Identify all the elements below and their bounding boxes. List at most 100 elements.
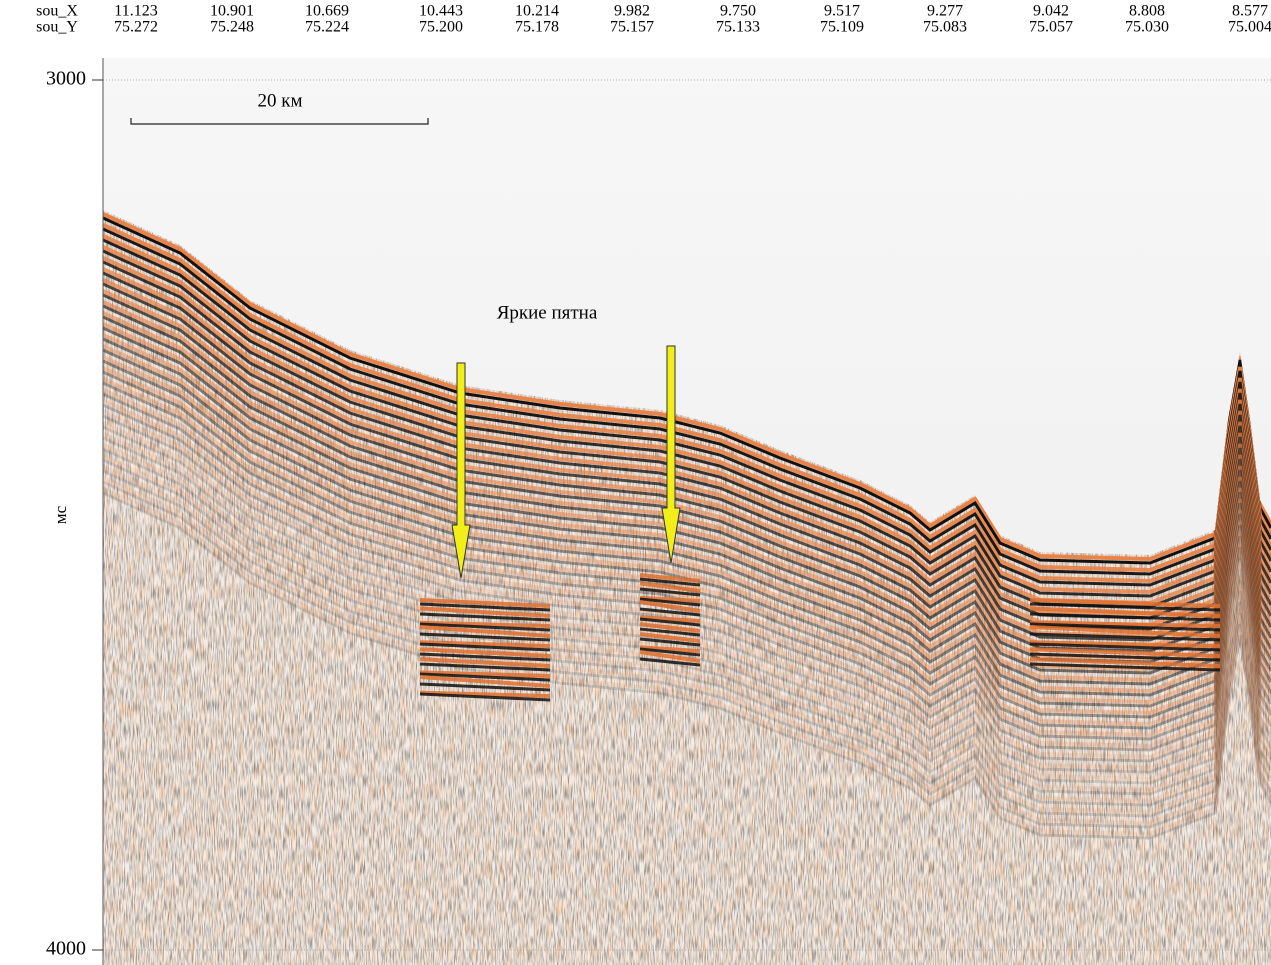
coordinate-label: 75.157 (610, 19, 654, 36)
reflector (103, 436, 1271, 785)
bright-spot (419, 647, 551, 658)
coordinate-label: 75.224 (305, 19, 349, 36)
reflector (103, 491, 1271, 840)
bright-spot (419, 690, 551, 698)
coordinate-label: 10.443 (419, 3, 463, 20)
coordinate-label: 75.248 (210, 19, 254, 36)
coordinate-label: 75.109 (820, 19, 864, 36)
bright-spot (1029, 620, 1221, 628)
bright-spot (419, 670, 551, 678)
coordinate-label: 75.030 (1125, 19, 1169, 36)
reflector (103, 476, 1271, 826)
bright-spot (419, 675, 551, 688)
bright-spot (419, 672, 551, 682)
bright-spot (639, 622, 701, 633)
bright-spot (639, 632, 701, 643)
reflector (103, 414, 1271, 763)
bright-spot (639, 645, 701, 653)
bright-spot (419, 692, 551, 702)
bright-spot (639, 637, 701, 647)
reflector (103, 399, 1271, 749)
bright-spot (639, 615, 701, 623)
coordinate-label: 75.057 (1029, 19, 1073, 36)
bright-spot (419, 606, 551, 618)
coordinate-label: 10.901 (210, 3, 254, 20)
bright-spot (1029, 642, 1221, 652)
reflector (103, 410, 1271, 760)
reflector (103, 359, 1271, 708)
bright-spot (639, 600, 701, 613)
row-label: sou_Y (36, 19, 78, 36)
reflector (103, 458, 1271, 807)
reflector (103, 337, 1271, 686)
bright-spot (639, 617, 701, 627)
bright-spot (419, 652, 551, 662)
bright-spot (419, 657, 551, 668)
scale-label: 20 км (257, 90, 302, 111)
bright-spot (419, 598, 551, 608)
bright-spot (1029, 598, 1221, 608)
coordinate-label: 9.750 (720, 3, 756, 20)
bright-spot (639, 647, 701, 657)
coordinate-label: 75.004 (1228, 19, 1271, 36)
coordinate-label: 10.669 (305, 3, 349, 20)
y-tick-label: 4000 (46, 938, 86, 960)
bright-spot (419, 662, 551, 672)
coordinate-label: 8.577 (1232, 3, 1268, 20)
bright-spot (639, 595, 701, 603)
bright-spot (419, 620, 551, 628)
seismic-section (103, 58, 1271, 965)
reflector (103, 421, 1271, 771)
bright-spot (1029, 625, 1221, 638)
reflector (103, 454, 1271, 804)
bright-spot (639, 650, 701, 663)
coordinate-label: 10.214 (515, 3, 559, 20)
coordinate-label: 9.277 (927, 3, 963, 20)
coordinate-label: 75.083 (923, 19, 967, 36)
bright-spot (1029, 606, 1221, 618)
reflector (103, 425, 1271, 774)
reflector (103, 388, 1271, 738)
reflector (103, 355, 1271, 705)
bright-spot (419, 642, 551, 652)
reflector (103, 480, 1271, 829)
bright-spot (1029, 652, 1221, 662)
reflector (103, 392, 1271, 741)
reflector (103, 370, 1271, 719)
coordinate-label: 75.133 (716, 19, 760, 36)
bright-spot (639, 573, 701, 583)
reflector (103, 366, 1271, 716)
bright-spot (419, 612, 551, 622)
bright-spot (419, 602, 551, 612)
coordinate-label: 75.200 (419, 19, 463, 36)
bright-spot (419, 640, 551, 648)
reflector (103, 443, 1271, 793)
bright-spot (1029, 657, 1221, 668)
coordinate-label: 9.042 (1033, 3, 1069, 20)
bright-spot (419, 625, 551, 638)
bright-spot (1029, 602, 1221, 612)
y-tick-label: 3000 (46, 68, 86, 90)
bright-spot (639, 577, 701, 587)
arrows (451, 345, 681, 579)
bright-spot (639, 627, 701, 637)
reflector (103, 377, 1271, 727)
scale-bar: 20 км (130, 90, 429, 125)
reflector (103, 344, 1271, 694)
bright-spot (639, 607, 701, 617)
coordinate-label: 75.272 (114, 19, 158, 36)
bright-spot (1029, 647, 1221, 658)
reflector (103, 403, 1271, 752)
bright-spot (1029, 632, 1221, 642)
coordinate-label: 9.982 (614, 3, 650, 20)
reflector (103, 465, 1271, 815)
reflector (103, 487, 1271, 837)
bright-spot (639, 657, 701, 667)
reflector (103, 432, 1271, 782)
bright-spot (419, 632, 551, 642)
row-label: sou_X (36, 3, 78, 20)
bright-spot (1029, 662, 1221, 672)
coordinate-label: 9.517 (824, 3, 860, 20)
bright-spot (419, 622, 551, 632)
bright-spot (419, 682, 551, 692)
